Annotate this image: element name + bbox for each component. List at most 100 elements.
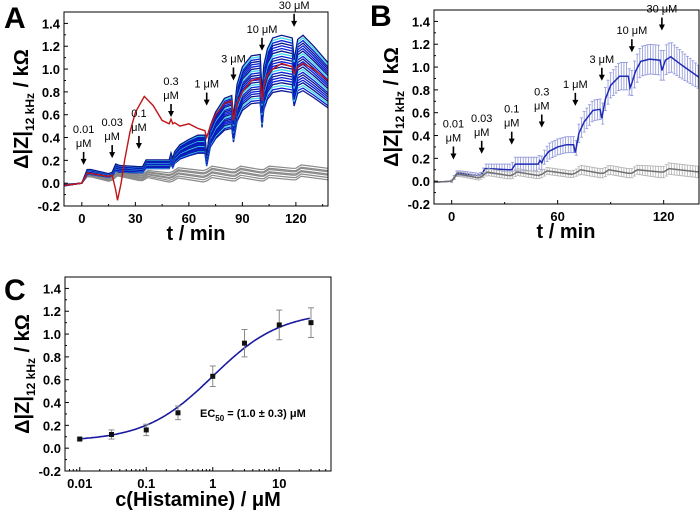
y-tick-label: 0.2	[43, 418, 61, 433]
fit-curve	[79, 317, 310, 440]
y-axis-title-sub: 12 kHz	[393, 91, 407, 129]
y-tick-label: 1.0	[412, 60, 430, 75]
data-point	[77, 436, 83, 442]
data-point	[143, 427, 149, 433]
y-axis-title-sub: 12 kHz	[24, 358, 38, 396]
arrow-head	[658, 24, 665, 31]
x-tick-label: 1	[209, 476, 216, 491]
x-tick-label: 0	[78, 211, 85, 226]
concentration-label: μM	[504, 118, 520, 130]
y-tick-label: 0.2	[412, 151, 430, 166]
arrow-head	[230, 74, 237, 81]
y-axis-title-main: Δ|Z|	[381, 129, 403, 167]
y-axis-title-unit: / kΩ	[12, 314, 34, 358]
y-axis-title-main: Δ|Z|	[12, 396, 34, 434]
concentration-label: 30 μM	[647, 4, 678, 16]
y-tick-label: 0.0	[42, 176, 60, 191]
x-tick-label: 120	[653, 209, 675, 224]
y-tick-label: 0.6	[43, 373, 61, 388]
concentration-label: 10 μM	[247, 24, 278, 36]
y-tick-label: 1.4	[412, 14, 431, 29]
panel-letter: B	[370, 0, 392, 33]
x-tick-label: 0	[448, 209, 455, 224]
data-point	[241, 340, 247, 346]
x-tick-label: 60	[182, 211, 196, 226]
arrow-head	[291, 20, 298, 27]
concentration-label: 0.3	[534, 87, 549, 99]
concentration-label: μM	[474, 127, 490, 139]
panel-letter: C	[4, 274, 26, 307]
y-tick-label: 0.0	[412, 174, 430, 189]
y-tick-label: -0.2	[408, 197, 430, 212]
arrow-head	[508, 138, 515, 145]
x-axis-title: t / min	[537, 221, 596, 243]
blue-trace	[64, 44, 328, 187]
panel-a: A -0.2 0.0 0.2 0.4 0.6 0.8 1.0 1.2 1.4 0 30 60 90 120 t…	[4, 0, 329, 245]
y-tick-label: 0.4	[412, 129, 431, 144]
arrow-head	[168, 110, 175, 117]
arrow-head	[450, 153, 457, 160]
y-axis-title-sub: 12 kHz	[23, 93, 37, 131]
x-axis-title: t / min	[167, 223, 226, 245]
y-tick-label: -0.2	[38, 199, 60, 214]
concentration-label: 0.03	[101, 117, 122, 129]
y-tick-label: 0.2	[42, 153, 60, 168]
y-axis-title-main: Δ|Z|	[11, 131, 33, 169]
ec50-annotation: EC50 = (1.0 ± 0.3) μM	[200, 408, 306, 423]
y-tick-label: 1.2	[42, 39, 60, 54]
y-axis-title: Δ|Z|12 kHz / kΩ	[11, 49, 37, 169]
y-tick-label: 1.4	[43, 281, 62, 296]
concentration-label: 3 μM	[221, 53, 246, 65]
control-mean-line	[434, 167, 699, 184]
plot-frame	[64, 276, 332, 472]
concentration-label: μM	[534, 101, 550, 113]
arrow-head	[572, 99, 579, 106]
blue-trace	[64, 42, 328, 187]
arrow-head	[628, 46, 635, 53]
data-point	[276, 322, 282, 328]
arrow-head	[80, 158, 87, 165]
concentration-label: 10 μM	[616, 25, 647, 37]
concentration-label: 1 μM	[563, 79, 588, 91]
concentration-label: 1 μM	[194, 79, 219, 91]
plot-frame	[433, 9, 700, 205]
red-trace	[64, 62, 328, 201]
x-tick-label: 0.01	[67, 476, 92, 491]
concentration-label: μM	[163, 90, 179, 102]
concentration-label: 0.01	[73, 124, 94, 136]
traces	[434, 42, 699, 184]
concentration-label: 0.1	[131, 108, 146, 120]
data-point	[308, 320, 314, 326]
arrow-head	[203, 99, 210, 106]
y-tick-label: 1.2	[412, 37, 430, 52]
arrow-head	[598, 74, 605, 81]
x-axis-title: c(Histamine) / μM	[115, 489, 281, 511]
ec50-value: = (1.0 ± 0.3) μM	[224, 408, 306, 420]
panel-b: B -0.2 0.0 0.2 0.4 0.6 0.8 1.0 1.2 1.4 0 60 120 t / m…	[370, 0, 700, 243]
panel-letter: A	[4, 2, 26, 35]
data-point	[175, 410, 181, 416]
concentration-label: 3 μM	[589, 54, 614, 66]
x-tick-label: 10	[272, 476, 286, 491]
concentration-label: μM	[446, 132, 462, 144]
data-point	[108, 431, 114, 437]
ec50-subscript: 50	[215, 414, 224, 423]
concentration-label: 0.3	[163, 76, 178, 88]
y-axis-title-unit: / kΩ	[11, 49, 33, 93]
concentration-label: 0.01	[443, 118, 464, 130]
arrow-head	[478, 147, 485, 154]
y-tick-label: 1.0	[43, 327, 61, 342]
concentration-label: μM	[104, 131, 120, 143]
plot-frame	[63, 11, 329, 207]
x-tick-label: 90	[235, 211, 249, 226]
x-tick-label: 30	[128, 211, 142, 226]
panel-c: C EC50 = (1.0 ± 0.3) μM -0.2 0.0 0.2 0.4 0.6 0.…	[4, 274, 332, 511]
y-tick-label: 0.6	[42, 108, 60, 123]
y-tick-label: 0.8	[43, 350, 61, 365]
arrow-head	[109, 152, 116, 159]
x-tick-label: 60	[550, 209, 564, 224]
concentration-label: μM	[76, 138, 92, 150]
x-tick-label: 120	[285, 211, 307, 226]
y-tick-label: 1.4	[42, 16, 61, 31]
